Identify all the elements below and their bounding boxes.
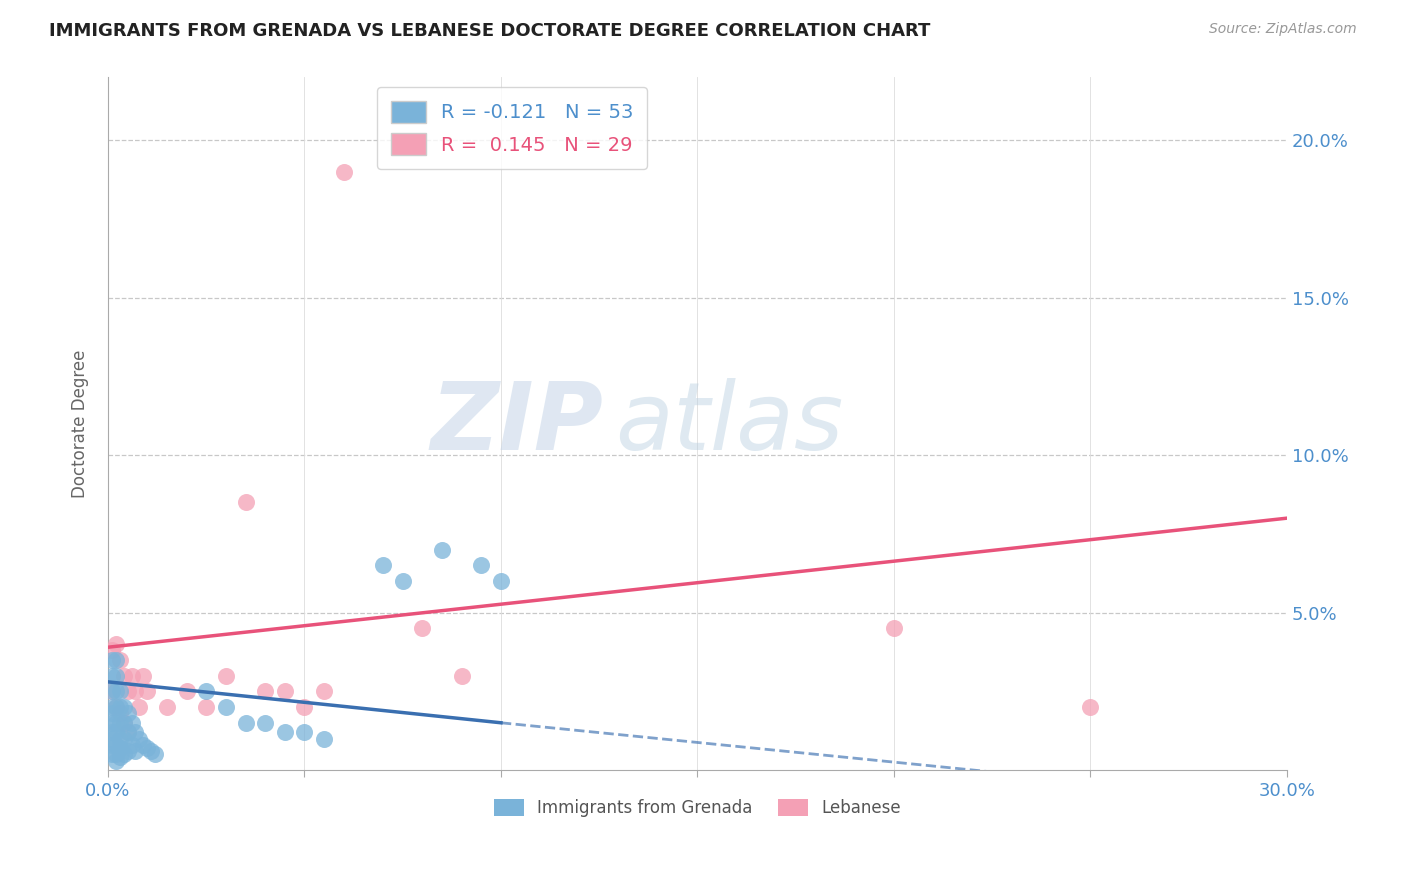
Point: [117, 684, 139, 698]
Point: [470, 558, 492, 573]
Point: [101, 668, 124, 682]
Point: [489, 574, 512, 588]
Point: [101, 643, 124, 657]
Point: [294, 725, 316, 739]
Point: [136, 741, 159, 756]
Point: [143, 747, 166, 762]
Point: [117, 725, 139, 739]
Point: [112, 668, 135, 682]
Point: [215, 668, 238, 682]
Point: [128, 700, 150, 714]
Point: [1080, 700, 1102, 714]
Point: [274, 725, 297, 739]
Point: [235, 715, 257, 730]
Point: [112, 715, 135, 730]
Point: [121, 715, 143, 730]
Point: [101, 715, 124, 730]
Point: [124, 684, 146, 698]
Point: [104, 725, 127, 739]
Point: [371, 558, 394, 573]
Point: [112, 747, 135, 762]
Point: [101, 738, 124, 752]
Text: IMMIGRANTS FROM GRENADA VS LEBANESE DOCTORATE DEGREE CORRELATION CHART: IMMIGRANTS FROM GRENADA VS LEBANESE DOCT…: [49, 22, 931, 40]
Point: [121, 668, 143, 682]
Point: [112, 731, 135, 746]
Point: [254, 715, 277, 730]
Point: [108, 700, 131, 714]
Point: [108, 653, 131, 667]
Point: [314, 731, 336, 746]
Point: [235, 495, 257, 509]
Point: [274, 684, 297, 698]
Point: [314, 684, 336, 698]
Point: [141, 744, 163, 758]
Point: [430, 542, 453, 557]
Point: [101, 706, 124, 721]
Point: [215, 700, 238, 714]
Point: [156, 700, 179, 714]
Point: [108, 706, 131, 721]
Point: [254, 684, 277, 698]
Point: [104, 715, 127, 730]
Point: [101, 700, 124, 714]
Point: [294, 700, 316, 714]
Y-axis label: Doctorate Degree: Doctorate Degree: [72, 350, 89, 498]
Point: [333, 165, 356, 179]
Point: [195, 684, 218, 698]
Point: [391, 574, 413, 588]
Point: [108, 684, 131, 698]
Point: [132, 668, 155, 682]
Text: ZIP: ZIP: [430, 377, 603, 470]
Point: [104, 754, 127, 768]
Point: [176, 684, 198, 698]
Point: [128, 731, 150, 746]
Point: [112, 715, 135, 730]
Point: [104, 738, 127, 752]
Point: [117, 744, 139, 758]
Point: [195, 700, 218, 714]
Point: [101, 684, 124, 698]
Text: atlas: atlas: [614, 378, 844, 469]
Point: [101, 725, 124, 739]
Point: [101, 684, 124, 698]
Point: [104, 700, 127, 714]
Point: [411, 621, 433, 635]
Point: [117, 706, 139, 721]
Text: Source: ZipAtlas.com: Source: ZipAtlas.com: [1209, 22, 1357, 37]
Point: [101, 731, 124, 746]
Point: [108, 715, 131, 730]
Point: [121, 738, 143, 752]
Point: [104, 747, 127, 762]
Point: [104, 653, 127, 667]
Point: [883, 621, 905, 635]
Point: [108, 750, 131, 764]
Point: [101, 747, 124, 762]
Point: [104, 637, 127, 651]
Point: [104, 668, 127, 682]
Point: [101, 653, 124, 667]
Point: [108, 741, 131, 756]
Point: [450, 668, 472, 682]
Point: [117, 725, 139, 739]
Point: [124, 725, 146, 739]
Point: [104, 684, 127, 698]
Point: [112, 700, 135, 714]
Point: [104, 700, 127, 714]
Point: [136, 684, 159, 698]
Legend: Immigrants from Grenada, Lebanese: Immigrants from Grenada, Lebanese: [488, 792, 907, 824]
Point: [132, 738, 155, 752]
Point: [124, 744, 146, 758]
Point: [108, 731, 131, 746]
